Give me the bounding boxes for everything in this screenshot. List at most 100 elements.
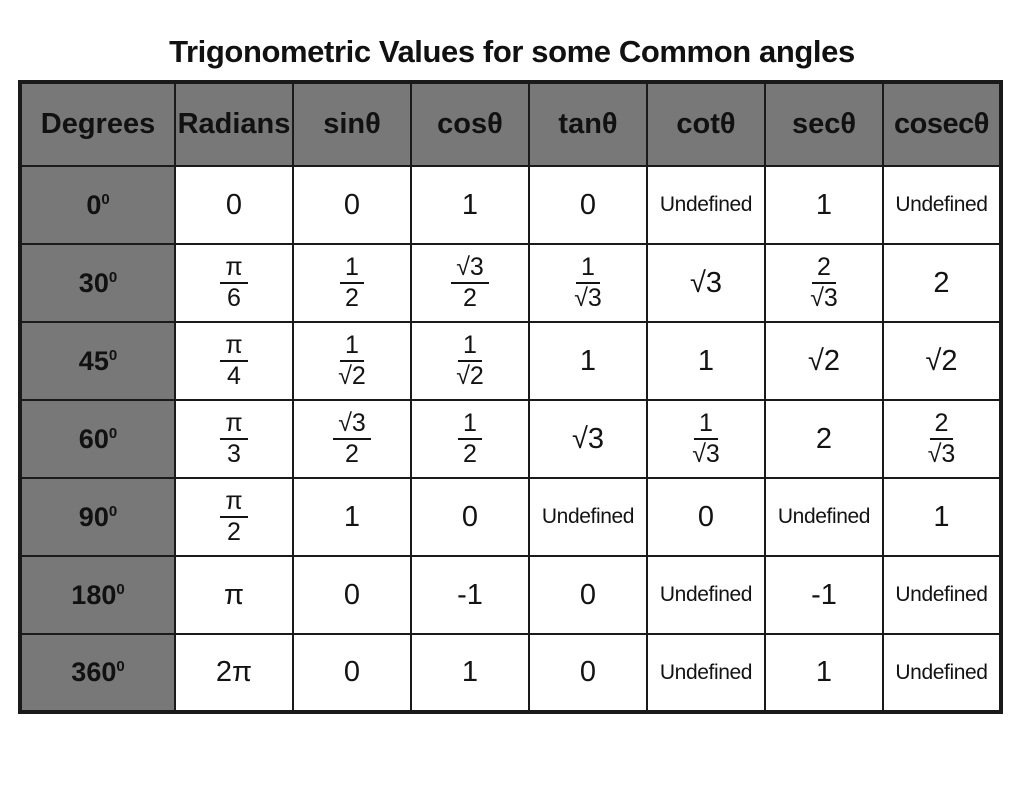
value-cell-sin: 0 [292,633,412,713]
value-cell-cosec: 1 [882,477,1002,557]
degrees-superscript: 0 [116,658,125,675]
degrees-superscript: 0 [108,268,118,286]
fraction-numerator: π [220,332,248,362]
degrees-cell: 3600 [19,633,176,713]
column-header-sec: secθ [764,81,884,167]
table-body: 00 0 0 1 0 Undefined 1 Undefined 300 π 6 1 2 √3 2 1 √3 √3… [19,165,1002,713]
degrees-cell: 300 [19,243,176,323]
column-header-tan: tanθ [528,81,648,167]
fraction: 1 √3 [687,410,725,468]
value-cell-cosec: Undefined [882,165,1002,245]
degrees-label: 45 [78,345,109,376]
fraction: 1 √2 [451,332,489,390]
fraction-numerator: 2 [812,254,836,284]
value-cell-radians: π [174,555,294,635]
fraction-numerator: 1 [340,254,364,284]
value-cell-cot: 1 [646,321,766,401]
value-cell-cot: Undefined [646,165,766,245]
fraction-numerator: 1 [694,410,718,440]
value-cell-sec: 1 [764,165,884,245]
fraction-denominator: 2 [463,440,477,468]
fraction-numerator: 1 [458,410,482,440]
value-cell-cos: 1 [410,165,530,245]
fraction-denominator: √3 [927,440,956,468]
value-cell-tan: 0 [528,633,648,713]
value-cell-cosec: Undefined [882,555,1002,635]
degrees-label: 180 [71,579,117,610]
value-cell-cot: Undefined [646,555,766,635]
degrees-cell: 900 [19,477,176,557]
fraction-denominator: √2 [338,362,366,390]
table-row-180deg: 1800 π 0 -1 0 Undefined -1 Undefined [19,555,1002,635]
value-cell-sec: Undefined [764,477,884,557]
value-cell-sec: 1 [764,633,884,713]
value-cell-radians: 0 [174,165,294,245]
value-cell-sin: 1 √2 [292,321,412,401]
fraction-denominator: 2 [345,440,359,468]
degrees-label: 30 [78,267,109,298]
fraction-numerator: π [220,488,248,518]
degrees-superscript: 0 [108,502,118,520]
table-row-0deg: 00 0 0 1 0 Undefined 1 Undefined [19,165,1002,245]
value-cell-cos: 0 [410,477,530,557]
degrees-label: 360 [71,657,117,687]
fraction-denominator: 6 [227,284,241,312]
value-cell-sin: 0 [292,165,412,245]
column-header-radians: Radians [174,81,294,167]
fraction-numerator: √3 [451,254,489,284]
value-cell-tan: 0 [528,555,648,635]
fraction-denominator: 2 [463,284,477,312]
degrees-label: 90 [78,501,109,532]
value-cell-sin: 1 [292,477,412,557]
table-row-360deg: 3600 2π 0 1 0 Undefined 1 Undefined [19,633,1002,713]
header-row: Degrees Radians sinθ cosθ tanθ cotθ secθ cosecθ [19,81,1002,167]
fraction-numerator: π [220,254,248,284]
table-row-90deg: 900 π 2 1 0 Undefined 0 Undefined 1 [19,477,1002,557]
page-title: Trigonometric Values for some Common ang… [169,34,855,69]
fraction: 2 √3 [805,254,843,312]
fraction: 1 √2 [333,332,371,390]
value-cell-tan: 1 √3 [528,243,648,323]
fraction-numerator: 1 [340,332,364,362]
value-cell-tan: Undefined [528,477,648,557]
value-cell-sec: -1 [764,555,884,635]
degrees-superscript: 0 [116,580,125,598]
column-header-degrees: Degrees [19,81,176,167]
fraction: 2 √3 [923,410,961,468]
fraction: √3 2 [451,254,489,312]
value-cell-tan: 0 [528,165,648,245]
degrees-superscript: 0 [101,190,110,208]
degrees-cell: 1800 [19,555,176,635]
degrees-superscript: 0 [108,424,118,442]
value-cell-cot: 1 √3 [646,399,766,479]
table-row-30deg: 300 π 6 1 2 √3 2 1 √3 √3 2 √3 2 [19,243,1002,323]
column-header-cosec: cosecθ [882,81,1002,167]
fraction-denominator: √3 [810,284,838,312]
value-cell-sec: 2 √3 [764,243,884,323]
fraction-denominator: √3 [574,284,602,312]
value-cell-cos: √3 2 [410,243,530,323]
value-cell-cosec: √2 [882,321,1002,401]
value-cell-cot: 0 [646,477,766,557]
fraction-numerator: 1 [458,332,482,362]
fraction-numerator: π [220,410,248,440]
value-cell-tan: √3 [528,399,648,479]
value-cell-cosec: 2 [882,243,1002,323]
degrees-label: 0 [86,189,102,220]
value-cell-sec: √2 [764,321,884,401]
fraction-numerator: 1 [576,254,600,284]
degrees-label: 60 [78,423,109,454]
fraction-denominator: √2 [456,362,484,390]
trig-table: Degrees Radians sinθ cosθ tanθ cotθ secθ cosecθ… [18,80,1003,714]
degrees-superscript: 0 [108,346,118,364]
